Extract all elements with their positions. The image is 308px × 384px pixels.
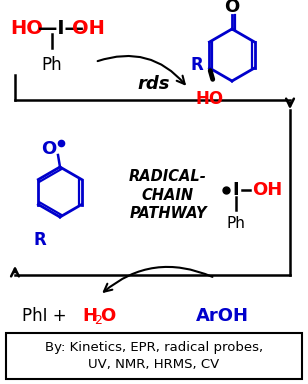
FancyArrowPatch shape: [98, 56, 185, 84]
Text: O: O: [41, 140, 57, 158]
Text: RADICAL-
CHAIN
PATHWAY: RADICAL- CHAIN PATHWAY: [129, 169, 207, 221]
Text: R: R: [34, 231, 47, 249]
Text: OH: OH: [72, 18, 105, 38]
Text: rds: rds: [138, 75, 170, 93]
Text: Ph: Ph: [227, 216, 245, 231]
Text: O: O: [100, 307, 115, 325]
Text: HO: HO: [10, 18, 43, 38]
Text: I: I: [233, 181, 239, 199]
Text: HO: HO: [195, 90, 224, 108]
FancyBboxPatch shape: [6, 333, 302, 379]
Text: —I—: —I—: [38, 18, 84, 38]
Text: 2: 2: [94, 313, 102, 326]
Text: O: O: [224, 0, 240, 16]
Text: ArOH: ArOH: [196, 307, 249, 325]
Text: PhI +: PhI +: [22, 307, 72, 325]
FancyArrowPatch shape: [104, 267, 213, 292]
Text: By: Kinetics, EPR, radical probes,
UV, NMR, HRMS, CV: By: Kinetics, EPR, radical probes, UV, N…: [45, 341, 263, 371]
Text: Ph: Ph: [42, 56, 62, 74]
Text: R: R: [191, 56, 204, 74]
Text: OH: OH: [252, 181, 282, 199]
Text: H: H: [82, 307, 97, 325]
